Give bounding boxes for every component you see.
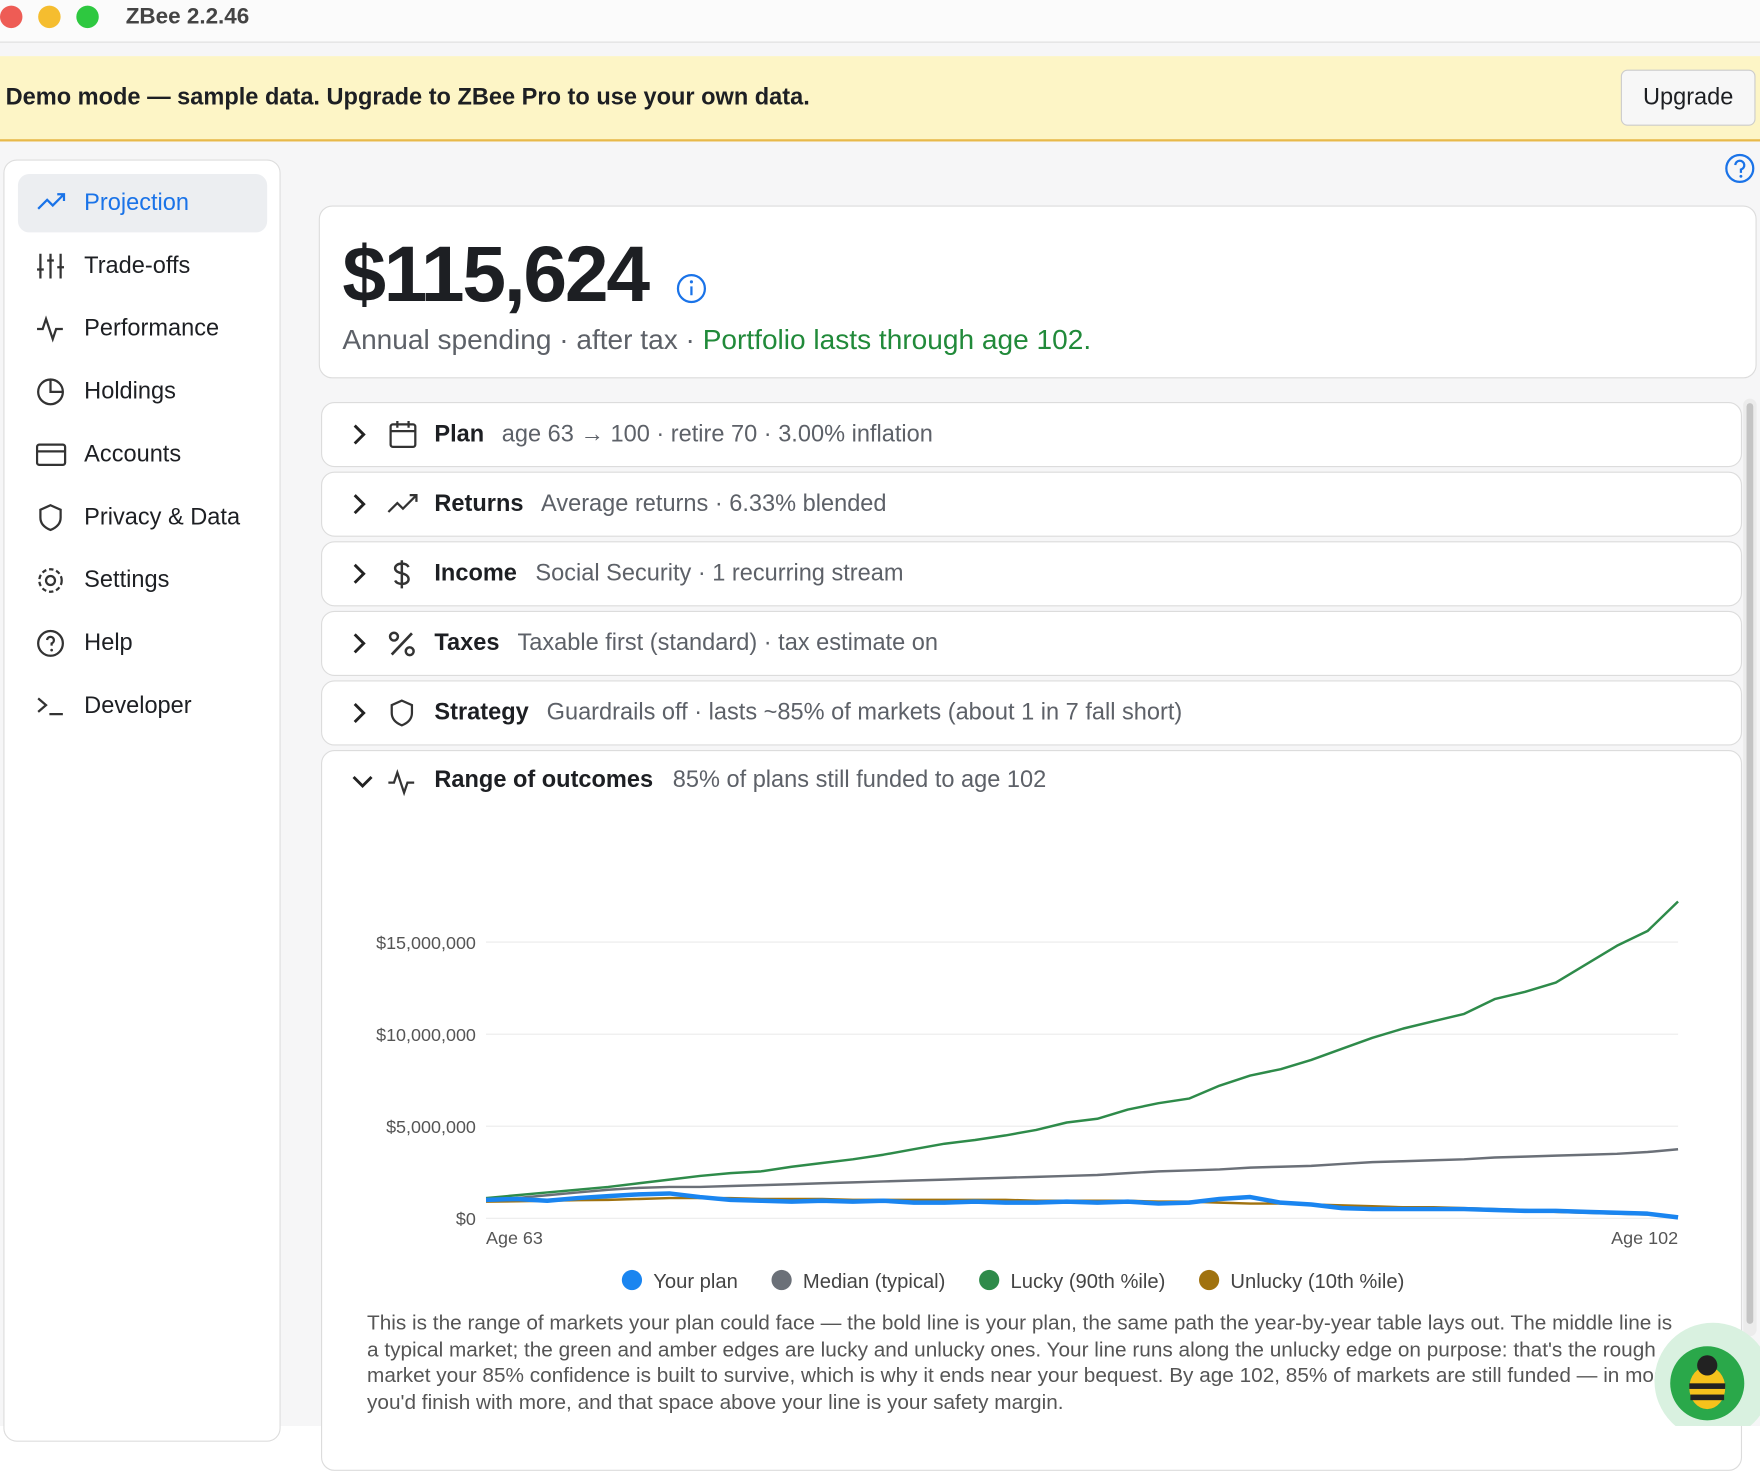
section-title: Income [434, 560, 517, 587]
upgrade-button[interactable]: Upgrade [1620, 69, 1756, 126]
settings-section[interactable]: Strategy Guardrails off · lasts ~85% of m… [321, 680, 1743, 746]
demo-banner: Demo mode — sample data. Upgrade to ZBee… [0, 56, 1760, 142]
annual-spending: $115,624 [342, 230, 650, 318]
y-tick-label: $10,000,000 [376, 1025, 476, 1045]
nav-item[interactable]: Trade-offs [18, 237, 267, 295]
legend-label: Unlucky (10th %ile) [1230, 1271, 1404, 1293]
nav-label: Projection [84, 189, 190, 216]
section-summary: 85% of plans still funded to age 102 [672, 766, 1047, 793]
nav-item[interactable]: Accounts [18, 426, 267, 484]
nav-icon [35, 443, 67, 466]
chevron-right[interactable] [351, 563, 369, 585]
section-title: Range of outcomes [434, 766, 654, 793]
nav-icon [37, 378, 64, 406]
scroll-thumb[interactable] [1746, 403, 1754, 1324]
outcomes-card: Range of outcomes 85% of plans still fun… [321, 750, 1743, 1471]
section-summary: age 63 → 100 · retire 70 · 3.00% inflati… [501, 421, 933, 447]
headline-caption: Annual spending · after tax · Portfolio … [342, 324, 1091, 357]
y-tick-label: $5,000,000 [386, 1117, 476, 1137]
nav-item[interactable]: Projection [17, 174, 268, 233]
close-button[interactable] [0, 5, 23, 29]
assistant-bee[interactable] [1646, 1316, 1760, 1426]
nav-icon [37, 315, 63, 343]
nav-item[interactable]: Help [18, 614, 267, 672]
nav-icon [38, 568, 63, 593]
chart-description: This is the range of markets your plan c… [367, 1310, 1673, 1414]
nav-label: Help [84, 629, 133, 656]
sidebar: Projection Trade-offs Performance Holdin… [3, 159, 281, 1442]
nav-item[interactable]: Holdings [18, 363, 267, 421]
section-title: Returns [434, 490, 524, 517]
y-tick-label: $0 [456, 1209, 476, 1229]
legend-swatch [771, 1269, 792, 1291]
section-icon [389, 421, 417, 449]
section-summary: Taxable first (standard) · tax estimate … [517, 629, 938, 656]
legend-label: Lucky (90th %ile) [1011, 1271, 1166, 1293]
legend-swatch [621, 1269, 643, 1291]
x-tick-label: Age 102 [1611, 1228, 1678, 1248]
section-icon [388, 631, 415, 657]
nav-item[interactable]: Privacy & Data [18, 488, 267, 546]
legend-label: Median (typical) [803, 1271, 945, 1293]
nav-icon [37, 629, 64, 657]
x-tick-label: Age 63 [486, 1228, 543, 1248]
status: Portfolio lasts through age 102. [702, 324, 1092, 356]
section-icon [387, 494, 418, 513]
nav-item[interactable]: Developer [18, 677, 267, 735]
section-icon [393, 560, 410, 589]
nav-label: Privacy & Data [84, 504, 241, 530]
settings-section[interactable]: Income Social Security · 1 recurring stre… [321, 541, 1743, 607]
nav-label: Developer [84, 692, 192, 719]
window-title: ZBee 2.2.46 [125, 4, 250, 30]
nav-label: Trade-offs [84, 252, 191, 279]
nav-item[interactable]: Settings [18, 551, 267, 609]
legend-swatch [1199, 1269, 1220, 1291]
legend-label: Your plan [653, 1271, 738, 1293]
nav-item[interactable]: Performance [18, 300, 267, 358]
nav-label: Holdings [84, 378, 176, 405]
chevron-right[interactable] [351, 702, 369, 724]
nav-icon [37, 193, 66, 210]
scrollbar[interactable] [1743, 398, 1757, 1337]
headline-card: $115,624 Annual spending · after tax · P… [318, 205, 1757, 379]
series-line [485, 1191, 1679, 1220]
section-title: Plan [434, 421, 485, 447]
section-title: Strategy [434, 699, 529, 726]
series-line [485, 1147, 1679, 1202]
outcomes-icon [388, 768, 415, 797]
y-tick-label: $15,000,000 [376, 933, 476, 953]
outcomes-chart: $0 $5,000,000 $10,000,000 $15,000,000 Age 63… [376, 900, 1679, 1293]
title-bar: ZBee 2.2.46 [0, 0, 1760, 43]
settings-section[interactable]: Taxes Taxable first (standard) · tax esti… [321, 610, 1743, 676]
settings-section[interactable]: Plan age 63 → 100 · retire 70 · 3.00% inf… [321, 401, 1743, 468]
settings-section[interactable]: Returns Average returns · 6.33% blended [321, 471, 1743, 537]
help-icon[interactable] [1724, 153, 1755, 184]
nav-icon [37, 697, 63, 716]
nav-label: Accounts [84, 441, 182, 468]
minimize-button[interactable] [38, 5, 61, 29]
chevron-right[interactable] [351, 423, 369, 445]
nav-label: Performance [84, 315, 220, 342]
section-icon [390, 699, 414, 727]
nav-icon [37, 253, 64, 279]
chevron-right[interactable] [351, 493, 369, 515]
nav-label: Settings [84, 567, 170, 593]
section-title: Taxes [434, 629, 500, 656]
section-summary: Average returns · 6.33% blended [541, 490, 887, 517]
caption: Annual spending · after tax · [342, 324, 695, 356]
series-line [485, 900, 1679, 1200]
section-summary: Social Security · 1 recurring stream [535, 560, 904, 587]
outcomes-header: Range of outcomes 85% of plans still fun… [434, 767, 1046, 794]
section-summary: Guardrails off · lasts ~85% of markets (… [546, 699, 1183, 726]
zoom-button[interactable] [76, 5, 99, 29]
chevron-right[interactable] [351, 632, 369, 654]
chevron-down[interactable] [351, 774, 373, 792]
info-icon[interactable] [675, 272, 709, 306]
banner-text: Demo mode — sample data. Upgrade to ZBee… [5, 84, 810, 111]
legend-swatch [979, 1269, 1000, 1291]
nav-icon [39, 504, 62, 532]
